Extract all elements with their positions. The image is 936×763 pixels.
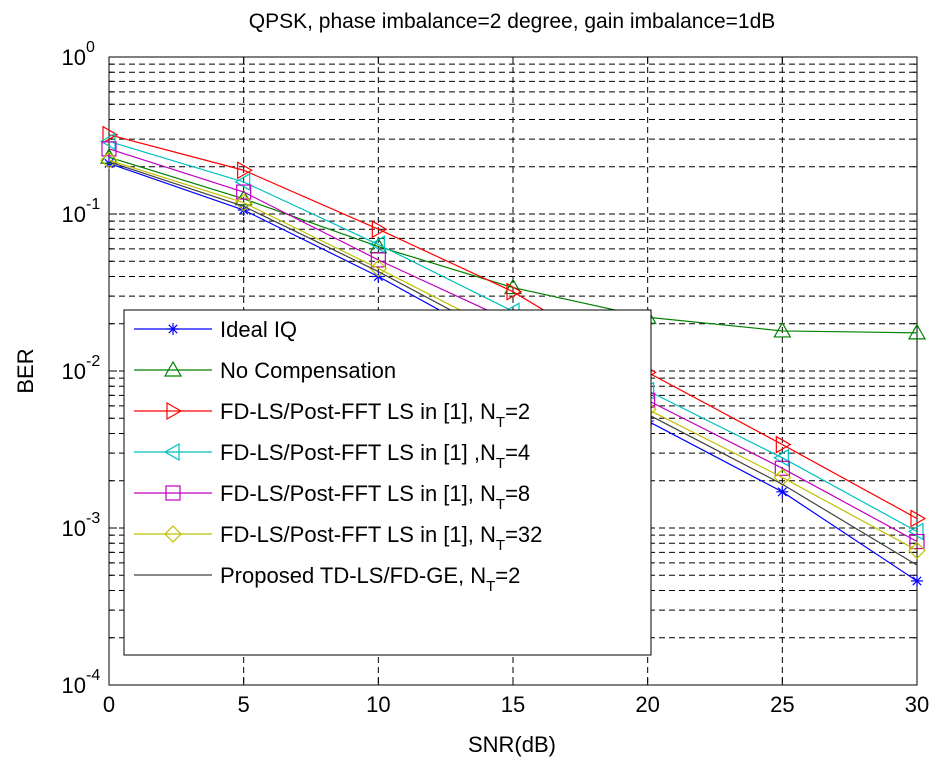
legend-label-subscript: T — [486, 578, 495, 595]
legend-label: FD-LS/Post-FFT LS in [1], NT=8 — [220, 481, 530, 513]
chart-title: QPSK, phase imbalance=2 degree, gain imb… — [249, 10, 776, 33]
marker-diamond — [164, 525, 182, 543]
marker-triangle-up — [234, 189, 253, 206]
marker-triangle-left — [907, 522, 924, 541]
x-tick-label: 25 — [770, 692, 794, 717]
marker-triangle-right — [371, 220, 388, 239]
marker-triangle-left — [163, 442, 180, 462]
marker-diamond — [234, 193, 253, 212]
x-tick-label: 30 — [905, 692, 929, 717]
marker-star — [776, 485, 789, 498]
legend-label-text: FD-LS/Post-FFT LS in [1], N — [220, 481, 496, 506]
x-tick-label: 15 — [501, 692, 525, 717]
legend-item: FD-LS/Post-FFT LS in [1], NT=32 — [134, 522, 542, 554]
y-tick-base: 10 — [62, 516, 86, 541]
legend: Ideal IQ No Compensation FD-LS/Post-FFT LS… — [123, 309, 652, 656]
legend-label-suffix: =2 — [495, 563, 520, 588]
x-tick-label: 5 — [238, 692, 250, 717]
legend-item: FD-LS/Post-FFT LS in [1] ,NT=4 — [134, 440, 530, 472]
legend-item: FD-LS/Post-FFT LS in [1], NT=2 — [134, 399, 530, 431]
legend-label: Proposed TD-LS/FD-GE, NT=2 — [220, 563, 520, 595]
y-tick-exponent: -2 — [86, 353, 100, 370]
y-tick-base: 10 — [62, 673, 86, 698]
series-s3 — [102, 125, 927, 528]
marker-triangle-right — [775, 435, 792, 454]
legend-label-text: No Compensation — [220, 358, 396, 383]
marker-square — [236, 184, 252, 200]
legend-label: FD-LS/Post-FFT LS in [1], NT=2 — [220, 399, 530, 431]
marker-triangle-up — [503, 278, 523, 295]
marker-triangle-right — [102, 125, 119, 144]
legend-item: Proposed TD-LS/FD-GE, NT=2 — [134, 563, 520, 595]
legend-label-subscript: T — [496, 537, 505, 554]
y-tick-exponent: -3 — [86, 510, 100, 527]
legend-label-suffix: =4 — [505, 440, 530, 465]
marker-triangle-left — [369, 235, 385, 254]
y-tick-base: 10 — [62, 45, 86, 70]
y-axis-label: BER — [13, 348, 38, 393]
y-tick-base: 10 — [62, 359, 86, 384]
marker-triangle-left — [234, 172, 251, 191]
marker-square — [774, 460, 790, 476]
marker-triangle-up — [907, 323, 927, 340]
marker-star — [167, 323, 179, 335]
marker-diamond — [773, 468, 792, 487]
y-tick-label: 10 — [62, 516, 86, 541]
marker-triangle-right — [506, 282, 523, 301]
y-tick-label: 10 — [62, 45, 86, 70]
legend-item: No Compensation — [134, 358, 396, 383]
marker-square — [101, 141, 117, 157]
x-tick-label: 0 — [103, 692, 115, 717]
marker-triangle-up — [163, 360, 183, 377]
legend-label-suffix: =32 — [505, 522, 542, 547]
marker-square — [370, 252, 386, 268]
legend-label-text: FD-LS/Post-FFT LS in [1], N — [220, 522, 496, 547]
marker-diamond — [908, 541, 926, 560]
legend-label: Ideal IQ — [220, 317, 297, 342]
axes-box — [108, 56, 918, 686]
legend-box — [123, 309, 652, 656]
y-tick-exponent: 0 — [86, 39, 95, 56]
x-tick-label: 10 — [366, 692, 390, 717]
marker-triangle-right — [910, 509, 927, 528]
y-tick-label: 10 — [62, 359, 86, 384]
legend-label-text: FD-LS/Post-FFT LS in [1] ,N — [220, 440, 496, 465]
legend-label-subscript: T — [496, 455, 505, 472]
x-tick-label: 20 — [635, 692, 659, 717]
legend-label-suffix: =8 — [505, 481, 530, 506]
marker-triangle-right — [237, 161, 253, 180]
legend-label-subscript: T — [496, 496, 505, 513]
marker-square — [165, 485, 181, 501]
legend-item: Ideal IQ — [134, 317, 297, 342]
legend-label-text: Ideal IQ — [220, 317, 297, 342]
legend-label-text: FD-LS/Post-FFT LS in [1], N — [220, 399, 496, 424]
y-tick-label: 10 — [62, 202, 86, 227]
y-tick-exponent: -4 — [86, 667, 100, 684]
marker-star — [911, 574, 923, 587]
marker-triangle-right — [166, 401, 183, 421]
x-axis-label: SNR(dB) — [468, 732, 556, 757]
y-tick-exponent: -1 — [86, 196, 100, 213]
legend-label: FD-LS/Post-FFT LS in [1], NT=32 — [220, 522, 542, 554]
legend-label-subscript: T — [496, 414, 505, 431]
legend-label: No Compensation — [220, 358, 396, 383]
marker-diamond — [100, 151, 118, 170]
marker-diamond — [369, 259, 388, 278]
series-line — [108, 134, 918, 519]
legend-label-suffix: =2 — [505, 399, 530, 424]
y-tick-label: 10 — [62, 673, 86, 698]
legend-label: FD-LS/Post-FFT LS in [1] ,NT=4 — [220, 440, 530, 472]
y-tick-base: 10 — [62, 202, 86, 227]
legend-item: FD-LS/Post-FFT LS in [1], NT=8 — [134, 481, 530, 513]
marker-triangle-up — [773, 321, 792, 338]
legend-label-text: Proposed TD-LS/FD-GE, N — [220, 563, 486, 588]
marker-square — [909, 533, 925, 550]
